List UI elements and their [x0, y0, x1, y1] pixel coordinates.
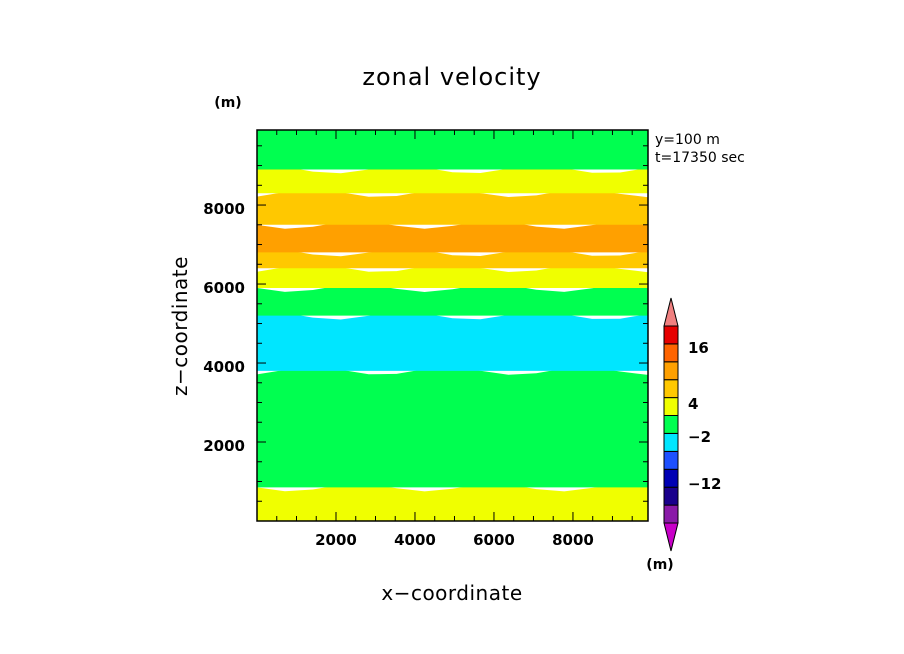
colorbar-swatch [663, 504, 679, 524]
contour-band [257, 483, 648, 521]
colorbar-swatch [663, 468, 679, 488]
annotation-y-position: y=100 m [655, 132, 720, 148]
colorbar-swatch [663, 486, 679, 506]
contour-band [257, 366, 648, 488]
x-axis-label: x−coordinate [381, 581, 522, 605]
plot-frame [256, 129, 649, 522]
colorbar [663, 297, 679, 552]
x-tick-labels: 2000 4000 6000 8000 [315, 531, 594, 549]
colorbar-max-arrow [663, 297, 679, 327]
x-tick-label: 2000 [315, 531, 357, 549]
x-tick-label: 8000 [552, 531, 594, 549]
colorbar-swatch [663, 450, 679, 470]
contour-band [257, 189, 648, 225]
colorbar-min-arrow [663, 522, 679, 552]
annotation-block: y=100 m t=17350 sec [655, 132, 745, 166]
y-axis-unit: (m) [214, 95, 241, 111]
contour-band [257, 264, 648, 288]
annotation-time: t=17350 sec [655, 150, 745, 166]
y-tick-labels: 2000 4000 6000 8000 [203, 200, 245, 455]
axis-ticks [256, 130, 648, 522]
colorbar-swatch [663, 361, 679, 381]
plot-area [256, 129, 649, 522]
colorbar-swatch [663, 343, 679, 363]
colorbar-tick-label: 4 [688, 395, 698, 413]
x-tick-label: 4000 [394, 531, 436, 549]
colorbar-swatch [663, 415, 679, 434]
colorbar-tick-labels: 16 4 −2 −12 [688, 339, 721, 493]
contour-band [257, 130, 648, 170]
contour-fills [257, 130, 648, 521]
y-tick-label: 6000 [203, 279, 245, 297]
colorbar-unit: (m) [646, 557, 673, 573]
contour-band [257, 165, 648, 194]
colorbar-swatch [663, 379, 679, 399]
colorbar-swatch [663, 433, 679, 452]
y-tick-label: 8000 [203, 200, 245, 218]
colorbar-tick-label: −12 [688, 475, 721, 493]
contour-band [257, 284, 648, 316]
contour-band [257, 248, 648, 269]
y-tick-label: 4000 [203, 358, 245, 376]
y-tick-label: 2000 [203, 437, 245, 455]
x-tick-label: 6000 [473, 531, 515, 549]
colorbar-swatch [663, 397, 679, 417]
chart-title: zonal velocity [362, 63, 541, 91]
y-axis-label: z−coordinate [168, 256, 192, 396]
colorbar-tick-label: 16 [688, 339, 709, 357]
colorbar-tick-label: −2 [688, 428, 711, 446]
colorbar-swatch [663, 325, 679, 345]
contour-band [257, 311, 648, 371]
contour-band [257, 221, 648, 253]
